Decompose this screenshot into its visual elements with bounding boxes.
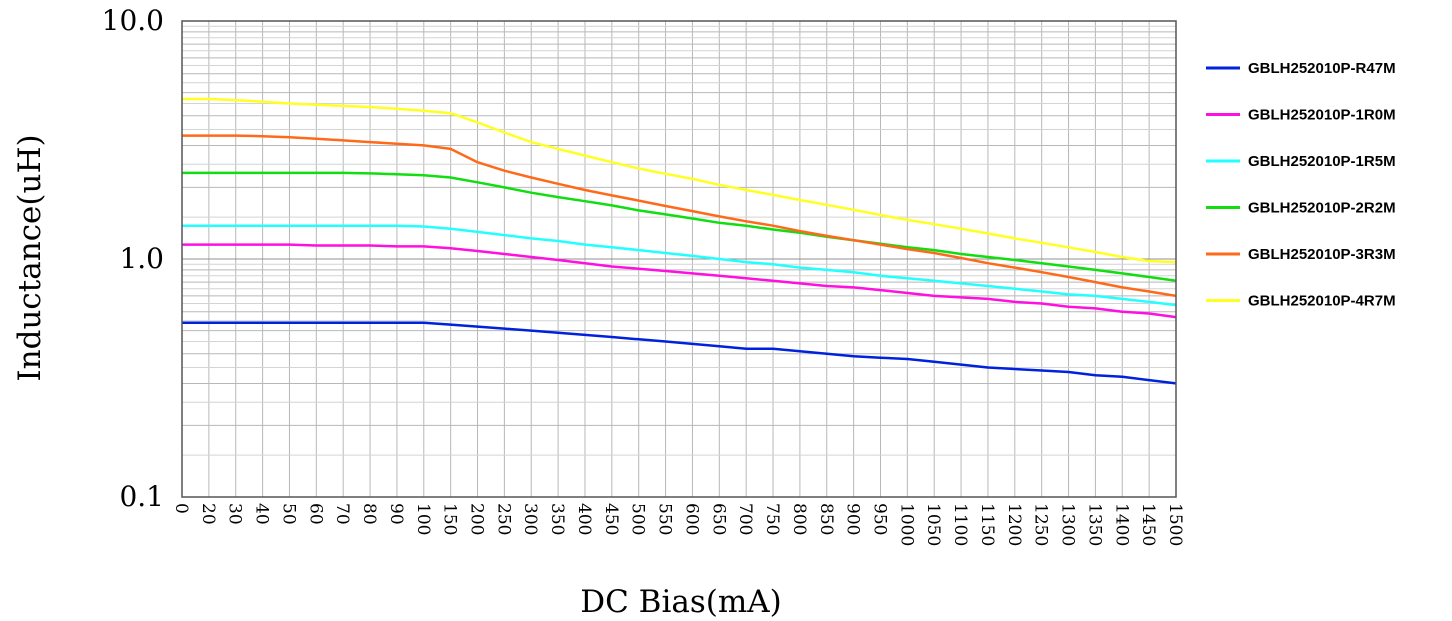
x-tick-label: 450 xyxy=(601,503,621,535)
axes-layer: 10.0 1.0 0.1 0 20 30 40 50 60 70 80 90 100 150 200 250 3… xyxy=(102,4,1185,546)
plot-frame xyxy=(181,20,1177,498)
legend-item: GBLH252010P-R47M xyxy=(1206,60,1396,77)
x-tick-label: 350 xyxy=(547,503,567,535)
x-tick-label: 90 xyxy=(386,503,406,525)
series-line-GBLH252010P-4R7M xyxy=(182,97,1177,264)
x-tick-label: 600 xyxy=(681,503,701,535)
x-tick-label: 650 xyxy=(708,503,728,535)
x-tick-label: 1500 xyxy=(1165,503,1185,546)
legend-label: GBLH252010P-2R2M xyxy=(1248,200,1396,217)
y-tick-label: 1.0 xyxy=(119,242,164,275)
legend-label: GBLH252010P-3R3M xyxy=(1248,246,1396,263)
series-line-GBLH252010P-3R3M xyxy=(182,134,1177,298)
x-tick-label: 1300 xyxy=(1058,503,1078,546)
x-tick-label: 400 xyxy=(574,503,594,535)
x-tick-label: 40 xyxy=(252,503,272,525)
legend-item: GBLH252010P-3R3M xyxy=(1206,246,1396,263)
legend-item: GBLH252010P-4R7M xyxy=(1206,293,1396,310)
x-tick-label: 100 xyxy=(413,503,433,535)
x-tick-label: 550 xyxy=(655,503,675,535)
x-tick-label: 70 xyxy=(332,503,352,525)
x-tick-label: 700 xyxy=(735,503,755,535)
series-layer xyxy=(182,97,1177,385)
x-tick-label: 1250 xyxy=(1031,503,1051,546)
legend: GBLH252010P-R47M GBLH252010P-1R0M GBLH2520… xyxy=(1206,60,1396,310)
x-tick-label: 1200 xyxy=(1004,503,1024,546)
x-tick-label: 1450 xyxy=(1138,503,1158,546)
x-tick-label: 30 xyxy=(225,503,245,525)
series-line-GBLH252010P-1R5M xyxy=(182,224,1177,307)
legend-item: GBLH252010P-1R0M xyxy=(1206,107,1396,124)
x-tick-label: 1100 xyxy=(950,503,970,546)
x-tick-label: 850 xyxy=(816,503,836,535)
legend-label: GBLH252010P-1R0M xyxy=(1248,107,1396,124)
x-tick-label: 200 xyxy=(467,503,487,535)
legend-item: GBLH252010P-2R2M xyxy=(1206,200,1396,217)
x-tick-label: 1150 xyxy=(977,503,997,546)
x-tick-label: 300 xyxy=(520,503,540,535)
legend-label: GBLH252010P-1R5M xyxy=(1248,153,1396,170)
legend-item: GBLH252010P-1R5M xyxy=(1206,153,1396,170)
x-tick-label: 1350 xyxy=(1084,503,1104,546)
x-tick-label: 1050 xyxy=(923,503,943,546)
series-line-GBLH252010P-R47M xyxy=(182,321,1177,385)
x-tick-label: 250 xyxy=(493,503,513,535)
x-tick-label: 150 xyxy=(440,503,460,535)
x-tick-label: 1000 xyxy=(896,503,916,546)
x-axis-label: DC Bias(mA) xyxy=(580,584,782,620)
y-tick-label: 10.0 xyxy=(102,4,164,37)
y-axis-label: Inductance(uH) xyxy=(12,134,48,381)
x-tick-label: 0 xyxy=(171,503,191,514)
legend-label: GBLH252010P-R47M xyxy=(1248,60,1396,77)
x-tick-label: 50 xyxy=(278,503,298,525)
series-line-GBLH252010P-2R2M xyxy=(182,171,1177,283)
x-tick-label: 1400 xyxy=(1111,503,1131,546)
y-tick-label: 0.1 xyxy=(119,480,164,513)
x-tick-label: 800 xyxy=(789,503,809,535)
x-tick-label: 900 xyxy=(843,503,863,535)
x-tick-label: 500 xyxy=(628,503,648,535)
x-tick-label: 950 xyxy=(869,503,889,535)
x-tick-label: 750 xyxy=(762,503,782,535)
x-tick-label: 60 xyxy=(305,503,325,525)
series-line-GBLH252010P-1R0M xyxy=(182,243,1177,319)
x-tick-label: 20 xyxy=(198,503,218,525)
grid-layer xyxy=(181,20,1177,498)
x-tick-label: 80 xyxy=(359,503,379,525)
legend-label: GBLH252010P-4R7M xyxy=(1248,293,1396,310)
